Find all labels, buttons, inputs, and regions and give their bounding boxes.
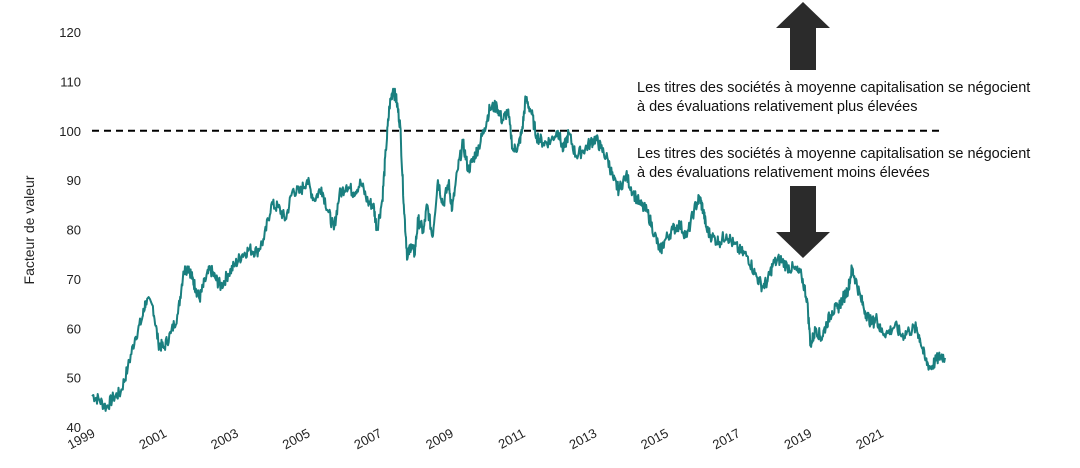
y-tick-label: 70 [67, 272, 81, 287]
y-tick-label: 60 [67, 321, 81, 336]
annotation-higher-line-1: Les titres des sociétés à moyenne capita… [637, 80, 1030, 96]
annotation-lower-line-1: Les titres des sociétés à moyenne capita… [637, 146, 1030, 162]
arrow-down-icon [776, 186, 830, 258]
x-axis-ticks: 1999 2001 2003 2005 2007 2009 2011 2013 2015 2017… [65, 425, 886, 452]
x-tick-label: 2003 [208, 425, 241, 452]
y-tick-label: 40 [67, 420, 81, 435]
y-axis-ticks: 40 50 60 70 80 90 100 110 120 [59, 25, 81, 435]
x-tick-label: 2005 [280, 425, 313, 452]
x-tick-label: 2021 [853, 425, 886, 452]
x-tick-label: 2011 [496, 425, 528, 451]
x-tick-label: 2009 [423, 425, 456, 452]
x-tick-label: 2007 [352, 425, 385, 452]
y-tick-label: 90 [67, 173, 81, 188]
series-line [91, 87, 946, 412]
y-tick-label: 100 [59, 124, 81, 139]
arrow-up-icon [776, 2, 830, 70]
x-tick-label: 2017 [710, 425, 743, 452]
y-tick-label: 50 [67, 371, 81, 386]
y-tick-label: 120 [59, 25, 81, 40]
y-axis-title: Facteur de valeur [21, 175, 37, 284]
x-tick-label: 2019 [782, 425, 815, 452]
y-tick-label: 110 [60, 74, 81, 89]
y-tick-label: 80 [67, 223, 81, 238]
annotation-lower-line-2: à des évaluations relativement moins éle… [637, 165, 930, 181]
x-tick-label: 2015 [638, 425, 671, 452]
x-tick-label: 2001 [137, 425, 170, 452]
annotation-higher-line-2: à des évaluations relativement plus élev… [637, 99, 918, 115]
x-tick-label: 2013 [567, 425, 600, 452]
